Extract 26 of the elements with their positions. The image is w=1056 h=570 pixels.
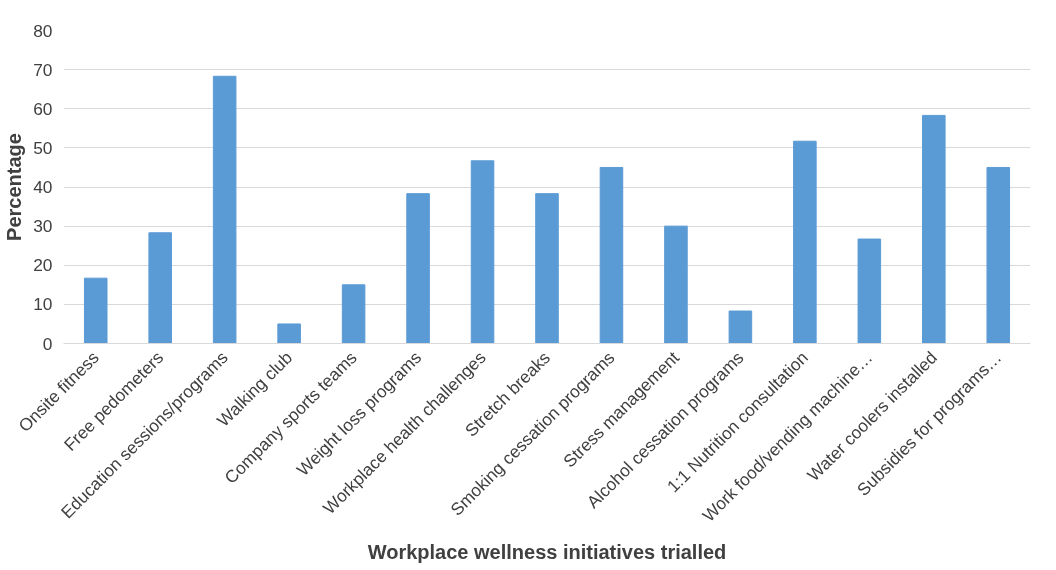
bar [664, 225, 688, 344]
y-tick-label: 80 [33, 20, 53, 41]
bar [922, 114, 946, 344]
y-tick-label: 0 [42, 333, 53, 354]
y-tick-label: 70 [33, 59, 53, 80]
bar [857, 238, 882, 344]
bar [406, 193, 430, 344]
bar [728, 310, 753, 344]
bar [212, 75, 237, 344]
bar [277, 323, 301, 344]
y-axis-title: Percentage [3, 133, 26, 241]
y-tick-label: 40 [33, 177, 53, 197]
bar [793, 140, 817, 344]
bar [535, 193, 559, 344]
x-axis-title: Workplace wellness initiatives trialled [367, 540, 727, 563]
y-tick-label: 60 [33, 98, 53, 119]
bar [599, 166, 624, 344]
y-tick-label: 10 [33, 294, 53, 315]
y-tick-label: 20 [33, 255, 53, 276]
bar [148, 232, 172, 344]
bar [83, 277, 108, 344]
y-tick-label: 50 [33, 137, 53, 158]
y-tick-label: 30 [33, 216, 53, 237]
bar [341, 284, 366, 344]
bar [986, 166, 1011, 344]
bar [470, 160, 495, 344]
